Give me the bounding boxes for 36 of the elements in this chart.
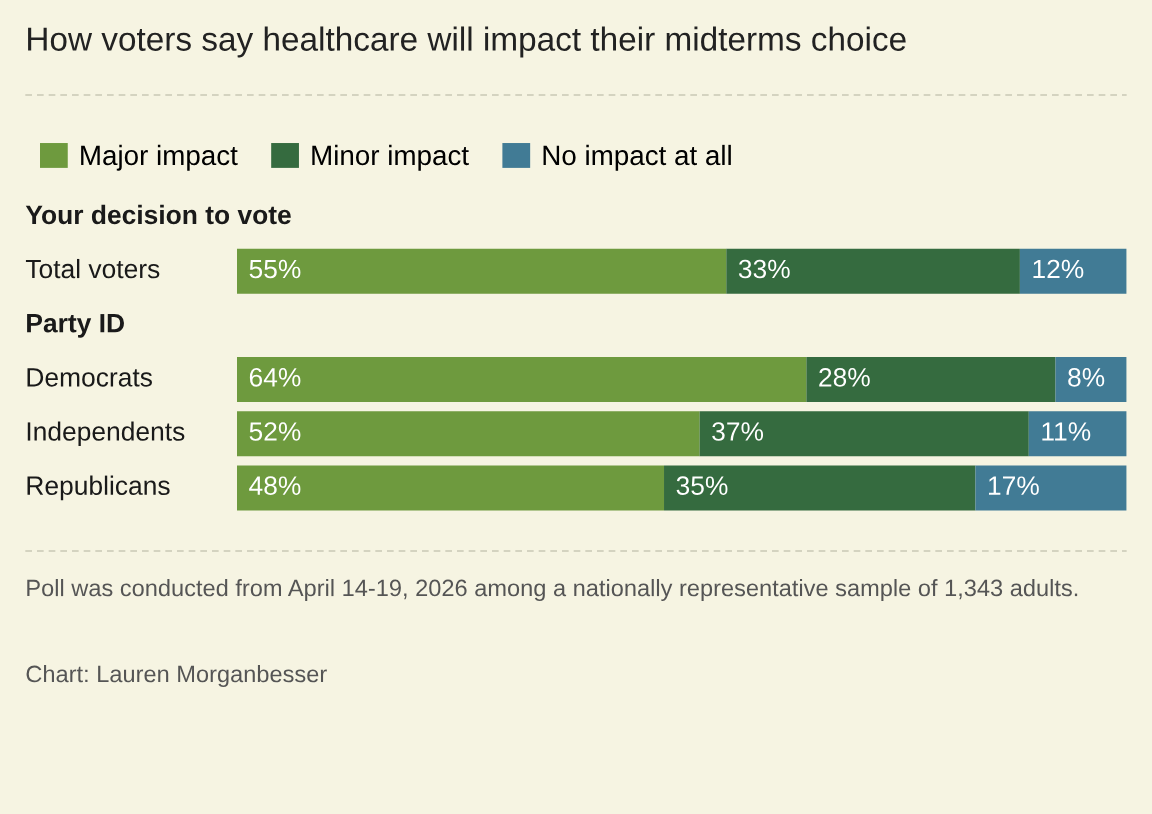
data-label: 12% <box>1033 259 1084 279</box>
bar <box>699 411 1029 457</box>
data-label: 37% <box>712 422 764 441</box>
bar <box>664 465 976 511</box>
y-tick-label: Republicans <box>27 475 170 501</box>
y-tick-label: Your decision to vote <box>25 204 291 225</box>
bar <box>236 248 727 294</box>
data-label: 33% <box>738 259 790 279</box>
bar <box>1055 357 1127 403</box>
text: Chart: Lauren Morganbesser <box>26 664 327 687</box>
data-label: 55% <box>249 259 301 279</box>
bar <box>236 465 665 511</box>
legend-label: No impact at all <box>543 144 731 171</box>
bar <box>975 465 1127 511</box>
bar <box>1028 411 1127 457</box>
data-label: 28% <box>819 367 870 387</box>
text: Poll was conducted from April 14-19, 2026 among a nationally representative sample of 1,343 adults. <box>27 578 1078 602</box>
data-label: 11% <box>1042 422 1091 441</box>
bar <box>1019 248 1127 294</box>
bar <box>806 357 1056 403</box>
y-tick-label: Party ID <box>27 314 124 338</box>
chart-title: How voters say healthcare will impact their midterms choice <box>28 26 906 58</box>
data-label: 8% <box>1068 367 1105 387</box>
y-tick-label: Democrats <box>27 368 152 387</box>
legend-label: Minor impact <box>312 144 469 171</box>
y-tick-label: Total voters <box>25 258 160 279</box>
bar <box>236 357 807 403</box>
legend-label: Major impact <box>81 144 238 171</box>
data-label: 52% <box>249 422 301 441</box>
bar <box>726 248 1020 294</box>
bar <box>236 411 700 457</box>
data-label: 17% <box>988 476 1039 495</box>
data-label: 35% <box>676 476 728 495</box>
y-tick-label: Independents <box>27 421 185 447</box>
data-label: 64% <box>249 367 301 387</box>
data-label: 48% <box>249 476 301 495</box>
